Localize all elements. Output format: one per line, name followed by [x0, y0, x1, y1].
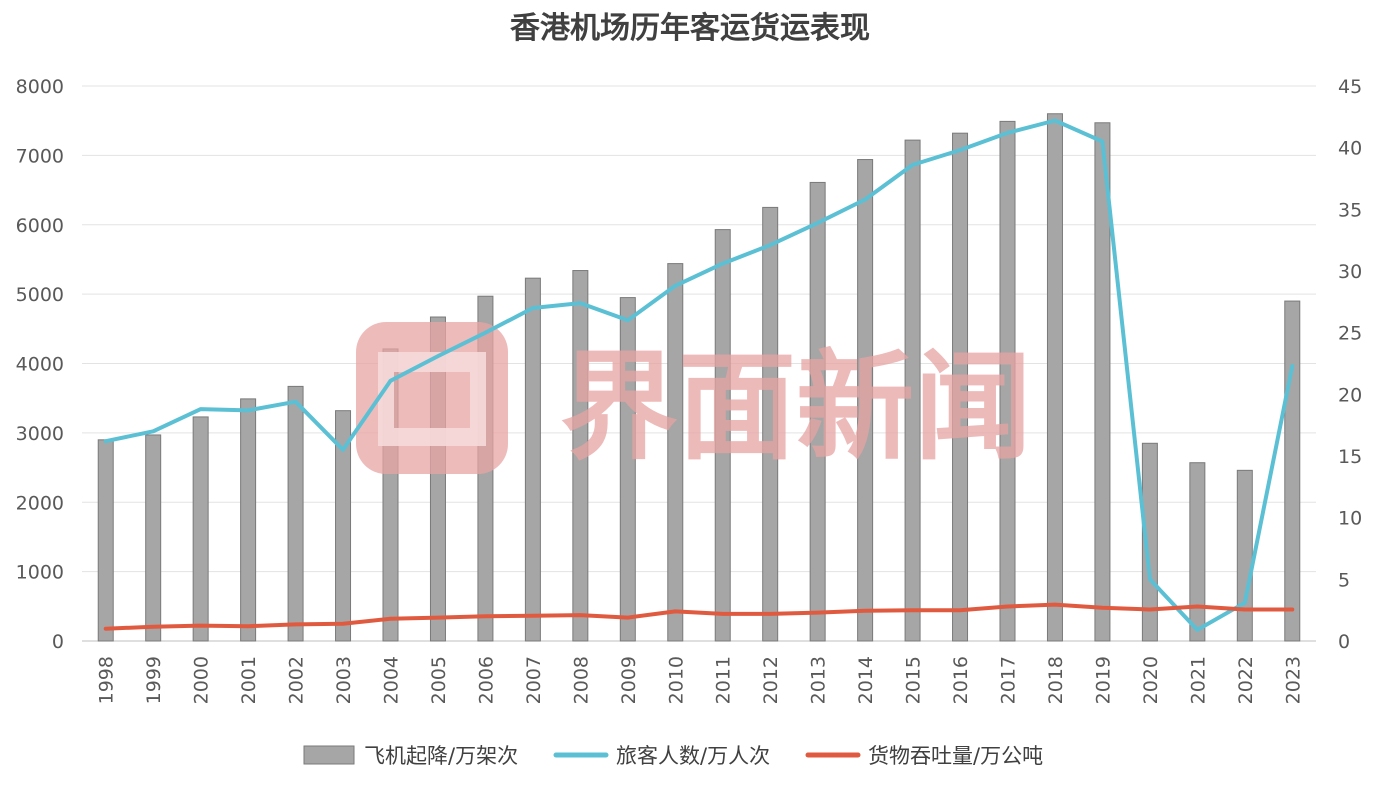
- x-axis-tick-label: 2001: [238, 656, 260, 704]
- right-axis-tick-label: 15: [1338, 446, 1362, 468]
- bar: [572, 270, 589, 642]
- bar: [335, 410, 352, 642]
- x-axis-tick-label: 2018: [1045, 656, 1067, 704]
- bar: [762, 206, 779, 642]
- left-axis-tick-label: 0: [52, 631, 64, 653]
- x-axis-tick-label: 2020: [1140, 656, 1162, 704]
- right-axis-tick-label: 35: [1338, 199, 1362, 221]
- bar: [714, 229, 731, 642]
- left-axis-tick-label: 2000: [16, 492, 64, 514]
- x-axis-tick-label: 2019: [1092, 656, 1114, 704]
- bar: [1046, 113, 1063, 642]
- bar: [1284, 300, 1301, 642]
- left-axis-tick-label: 6000: [16, 215, 64, 237]
- bar: [97, 439, 114, 642]
- right-axis-tick-label: 0: [1338, 631, 1350, 653]
- series-line: [103, 602, 1295, 631]
- x-axis-tick-label: 2016: [950, 656, 972, 704]
- left-axis: 0 1000 2000 3000 4000 5000 6000 7000 8000: [16, 76, 64, 653]
- x-axis-tick-label: 2005: [428, 656, 450, 704]
- bar: [1189, 462, 1206, 642]
- x-axis-tick-label: 2010: [665, 656, 687, 704]
- x-axis-tick-label: 2012: [760, 656, 782, 704]
- legend-label: 飞机起降/万架次: [364, 744, 518, 768]
- right-axis-tick-label: 40: [1338, 138, 1362, 160]
- x-axis-tick-label: 2007: [523, 656, 545, 704]
- right-axis-tick-label: 20: [1338, 384, 1362, 406]
- x-axis-tick-label: 2000: [191, 656, 213, 704]
- bar: [1094, 122, 1111, 642]
- bar: [240, 398, 257, 642]
- left-axis-tick-label: 8000: [16, 76, 64, 98]
- lines-layer: [103, 118, 1295, 632]
- x-axis-tick-label: 2004: [381, 656, 403, 704]
- right-axis-tick-label: 25: [1338, 323, 1362, 345]
- right-axis-tick-label: 5: [1338, 569, 1350, 591]
- right-axis-tick-label: 45: [1338, 76, 1362, 98]
- right-axis-tick-label: 30: [1338, 261, 1362, 283]
- x-axis-tick-label: 2023: [1282, 656, 1304, 704]
- legend: 飞机起降/万架次 旅客人数/万人次 货物吞吐量/万公吨: [303, 744, 1043, 768]
- x-axis-tick-label: 2022: [1235, 656, 1257, 704]
- x-axis-tick-label: 2008: [570, 656, 592, 704]
- left-axis-tick-label: 7000: [16, 145, 64, 167]
- x-axis-tick-label: 2003: [333, 656, 355, 704]
- watermark: 界面新闻: [356, 322, 1032, 476]
- watermark-text: 界面新闻: [560, 338, 1032, 476]
- legend-label: 旅客人数/万人次: [616, 744, 770, 768]
- bar: [619, 297, 636, 642]
- bar: [857, 159, 874, 642]
- bar: [809, 181, 826, 642]
- x-axis-tick-label: 2013: [808, 656, 830, 704]
- x-axis-tick-label: 1998: [96, 656, 118, 704]
- left-axis-tick-label: 1000: [16, 562, 64, 584]
- legend-label: 货物吞吐量/万公吨: [868, 744, 1043, 768]
- bar: [287, 385, 304, 642]
- x-axis-tick-label: 2021: [1187, 656, 1209, 704]
- series-line: [103, 118, 1295, 632]
- x-axis-tick-label: 2015: [903, 656, 925, 704]
- bar: [952, 132, 969, 642]
- x-axis-tick-label: 2009: [618, 656, 640, 704]
- x-axis-tick-label: 2017: [998, 656, 1020, 704]
- legend-swatch: [303, 745, 355, 765]
- bar: [192, 416, 209, 642]
- bar: [145, 434, 162, 642]
- left-axis-tick-label: 4000: [16, 354, 64, 376]
- left-axis-tick-label: 5000: [16, 284, 64, 306]
- bar: [1141, 442, 1158, 642]
- bar: [904, 139, 921, 642]
- bar: [1236, 469, 1253, 642]
- chart-title: 香港机场历年客运货运表现: [510, 11, 870, 46]
- bar: [667, 263, 684, 642]
- left-axis-tick-label: 3000: [16, 423, 64, 445]
- x-axis-tick-label: 1999: [143, 656, 165, 704]
- x-axis-tick-label: 2011: [713, 656, 735, 704]
- x-axis-tick-label: 2006: [475, 656, 497, 704]
- x-axis: 1998 1999 2000 2001 2002 2003 2004 2005 2006 2007…: [96, 656, 1305, 704]
- right-axis-tick-label: 10: [1338, 508, 1362, 530]
- right-axis: 0 5 10 15 20 25 30 35 40 45: [1338, 76, 1362, 653]
- bar: [524, 277, 541, 642]
- x-axis-tick-label: 2014: [855, 656, 877, 704]
- x-axis-tick-label: 2002: [286, 656, 308, 704]
- bar: [999, 120, 1016, 642]
- watermark-logo-mark: [378, 352, 486, 446]
